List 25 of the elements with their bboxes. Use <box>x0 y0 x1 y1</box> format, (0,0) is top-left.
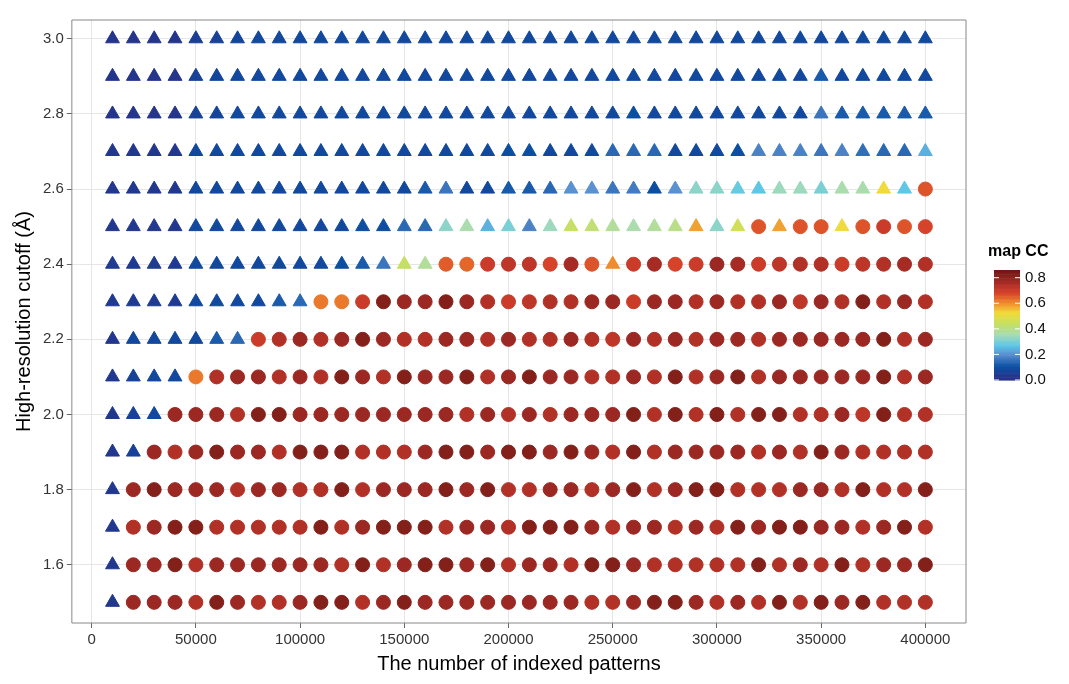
color-bar-label: 0.0 <box>1025 370 1046 388</box>
color-bar-label: 0.8 <box>1025 267 1046 285</box>
y-tick-label: 2.4 <box>42 254 64 272</box>
x-tick-label: 300000 <box>691 630 742 648</box>
y-tick-label: 1.8 <box>42 479 64 497</box>
x-tick-label: 50000 <box>175 630 217 648</box>
y-axis-title: High-resolution cutoff (Å) <box>11 211 34 432</box>
color-bar-label: 0.2 <box>1025 344 1046 362</box>
y-tick-label: 2.2 <box>42 329 64 347</box>
x-tick-label: 350000 <box>796 630 847 648</box>
x-tick-label: 250000 <box>587 630 638 648</box>
x-tick-label: 150000 <box>379 630 430 648</box>
x-axis-title: The number of indexed patterns <box>377 651 661 674</box>
color-bar-label: 0.4 <box>1025 318 1046 336</box>
y-tick-label: 3.0 <box>42 28 64 46</box>
y-tick-label: 1.6 <box>42 554 64 572</box>
y-tick-label: 2.0 <box>42 404 64 422</box>
x-tick-label: 100000 <box>275 630 326 648</box>
color-bar-label: 0.6 <box>1025 293 1046 311</box>
x-tick-label: 0 <box>87 630 96 648</box>
x-tick-label: 200000 <box>483 630 534 648</box>
y-tick-label: 2.8 <box>42 104 64 122</box>
y-tick-label: 2.6 <box>42 179 64 197</box>
x-tick-label: 400000 <box>900 630 951 648</box>
color-bar-title: map CC <box>988 242 1049 260</box>
